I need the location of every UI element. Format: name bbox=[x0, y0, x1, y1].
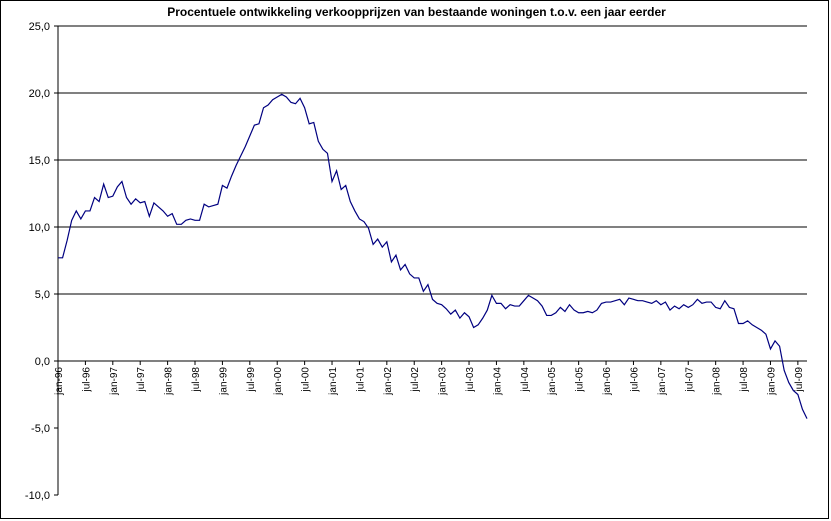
y-tick-label: 10,0 bbox=[29, 222, 50, 234]
y-tick-label: 20,0 bbox=[29, 88, 50, 100]
x-tick-label: jul-02 bbox=[410, 367, 421, 393]
x-tick-label: jan-03 bbox=[438, 367, 449, 396]
x-tick-label: jul-97 bbox=[136, 367, 147, 393]
y-tick-label: 15,0 bbox=[29, 155, 50, 167]
series-line bbox=[58, 93, 808, 419]
y-tick-label: 5,0 bbox=[35, 289, 50, 301]
x-tick-label: jul-00 bbox=[301, 367, 312, 393]
x-tick-label: jul-06 bbox=[629, 367, 640, 393]
y-tick-label: 25,0 bbox=[29, 21, 50, 33]
x-tick-label: jul-07 bbox=[684, 367, 695, 393]
x-tick-label: jan-98 bbox=[164, 367, 175, 396]
x-tick-label: jul-98 bbox=[191, 367, 202, 393]
y-tick-label: -10,0 bbox=[25, 490, 50, 502]
x-tick-label: jul-09 bbox=[794, 367, 805, 393]
x-tick-label: jan-97 bbox=[109, 367, 120, 396]
x-tick-label: jul-01 bbox=[355, 367, 366, 393]
x-tick-label: jan-99 bbox=[218, 367, 229, 396]
x-tick-label: jan-00 bbox=[273, 367, 284, 396]
y-tick-labels: 25,0 20,0 15,0 10,0 5,0 0,0 -5,0 -10,0 bbox=[25, 21, 50, 502]
x-tick-label: jul-99 bbox=[246, 367, 257, 393]
x-tick-label: jan-08 bbox=[712, 367, 723, 396]
x-tick-label: jul-08 bbox=[739, 367, 750, 393]
series-layer bbox=[58, 93, 808, 419]
y-tick-label: 0,0 bbox=[35, 356, 50, 368]
x-tick-label: jan-07 bbox=[657, 367, 668, 396]
x-tick-label: jul-03 bbox=[465, 367, 476, 393]
x-tick-label: jul-05 bbox=[575, 367, 586, 393]
chart-title: Procentuele ontwikkeling verkoopprijzen … bbox=[167, 5, 666, 19]
y-tick-label: -5,0 bbox=[31, 423, 50, 435]
x-tick-label: jan-04 bbox=[492, 367, 503, 396]
x-tick-label: jan-09 bbox=[766, 367, 777, 396]
gridlines bbox=[58, 25, 807, 295]
x-tick-label: jan-96 bbox=[54, 367, 65, 396]
x-tick-label: jan-01 bbox=[328, 367, 339, 396]
x-tick-label: jan-06 bbox=[602, 367, 613, 396]
x-tick-label: jul-04 bbox=[520, 367, 531, 393]
axes bbox=[54, 25, 807, 496]
x-tick-label: jan-02 bbox=[383, 367, 394, 396]
x-tick-labels: jan-96 jul-96 jan-97 jul-97 jan-98 jul-98 jan-… bbox=[54, 367, 805, 396]
x-tick-label: jan-05 bbox=[547, 367, 558, 396]
x-tick-label: jul-96 bbox=[81, 367, 92, 393]
